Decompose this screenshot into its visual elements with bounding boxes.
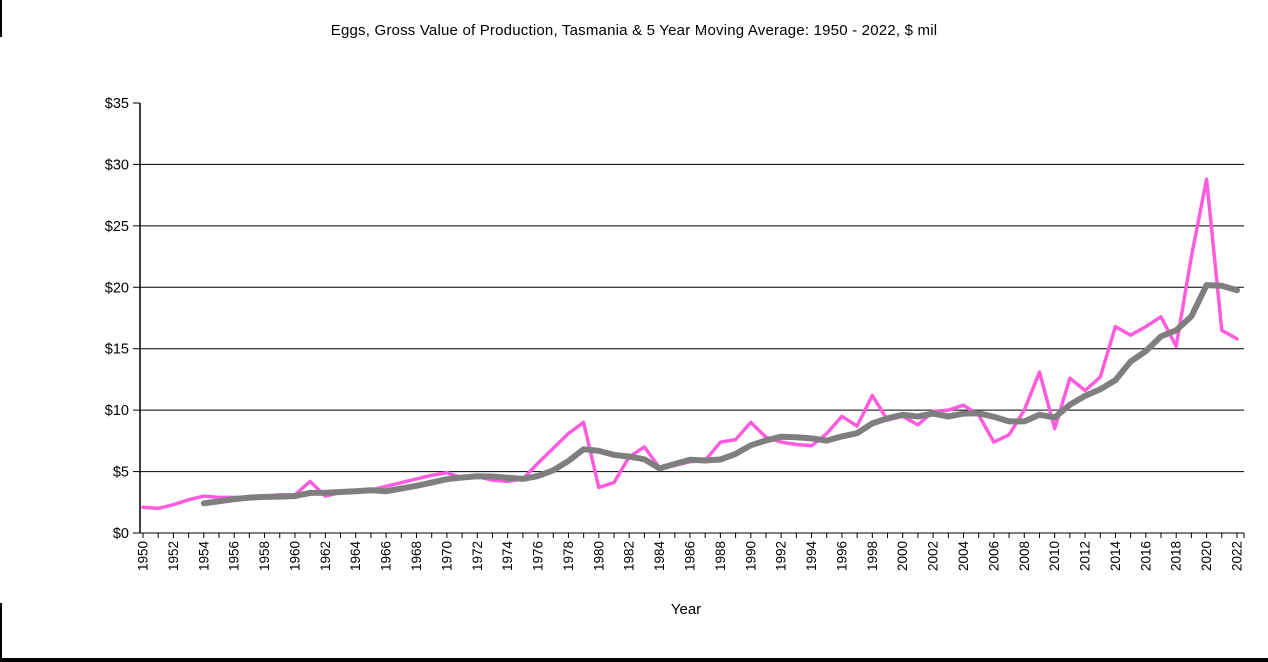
x-tick-label: 1954 — [196, 541, 211, 572]
x-tick-label: 1986 — [683, 541, 698, 571]
x-tick-label: 1968 — [409, 541, 424, 571]
y-tick-label: $0 — [113, 526, 129, 542]
x-tick-label: 1998 — [865, 541, 880, 571]
x-tick-label: 1982 — [622, 541, 637, 571]
x-tick-label: 1990 — [743, 541, 758, 571]
x-tick-label: 2012 — [1078, 541, 1093, 571]
x-tick-label: 1956 — [227, 541, 242, 571]
y-tick-label: $30 — [105, 157, 129, 173]
x-tick-label: 1978 — [561, 541, 576, 571]
x-tick-label: 1950 — [136, 541, 151, 571]
x-tick-label: 1992 — [774, 541, 789, 571]
page-edge-left-top — [0, 0, 2, 37]
x-tick-label: 2020 — [1199, 541, 1214, 571]
x-tick-label: 1952 — [166, 541, 181, 571]
y-tick-label: $25 — [105, 219, 129, 235]
x-tick-label: 2016 — [1138, 541, 1153, 571]
page-edge-bottom — [0, 658, 1268, 662]
x-tick-label: 1972 — [470, 541, 485, 571]
x-tick-label: 2010 — [1047, 541, 1062, 571]
x-tick-label: 1970 — [439, 541, 454, 571]
y-tick-label: $15 — [105, 342, 129, 358]
x-tick-label: 1988 — [713, 541, 728, 571]
x-tick-label: 2022 — [1230, 541, 1245, 571]
x-tick-label: 1976 — [531, 541, 546, 571]
x-tick-label: 2014 — [1108, 541, 1123, 572]
x-tick-label: 1964 — [348, 541, 363, 572]
x-tick-label: 2004 — [956, 541, 971, 572]
x-tick-label: 2018 — [1169, 541, 1184, 571]
x-tick-label: 1958 — [257, 541, 272, 571]
x-tick-label: 1994 — [804, 541, 819, 572]
x-tick-label: 1974 — [500, 541, 515, 572]
x-tick-label: 2006 — [986, 541, 1001, 571]
x-tick-label: 1996 — [834, 541, 849, 571]
x-tick-label: 2000 — [895, 541, 910, 571]
series-line-moving-average — [200, 282, 1240, 507]
x-tick-label: 1980 — [591, 541, 606, 571]
x-tick-label: 1984 — [652, 541, 667, 572]
y-tick-label: $5 — [113, 465, 129, 481]
y-tick-label: $35 — [105, 96, 129, 112]
y-tick-label: $20 — [105, 280, 129, 296]
page-edge-left-bottom — [0, 603, 2, 662]
x-tick-label: 1962 — [318, 541, 333, 571]
chart-title: Eggs, Gross Value of Production, Tasmani… — [330, 22, 938, 39]
y-tick-label: $10 — [105, 403, 129, 419]
x-axis-title: Year — [670, 601, 702, 618]
x-tick-label: 1966 — [379, 541, 394, 571]
x-tick-label: 2008 — [1017, 541, 1032, 571]
x-tick-label: 1960 — [287, 541, 302, 571]
x-tick-label: 2002 — [926, 541, 941, 571]
